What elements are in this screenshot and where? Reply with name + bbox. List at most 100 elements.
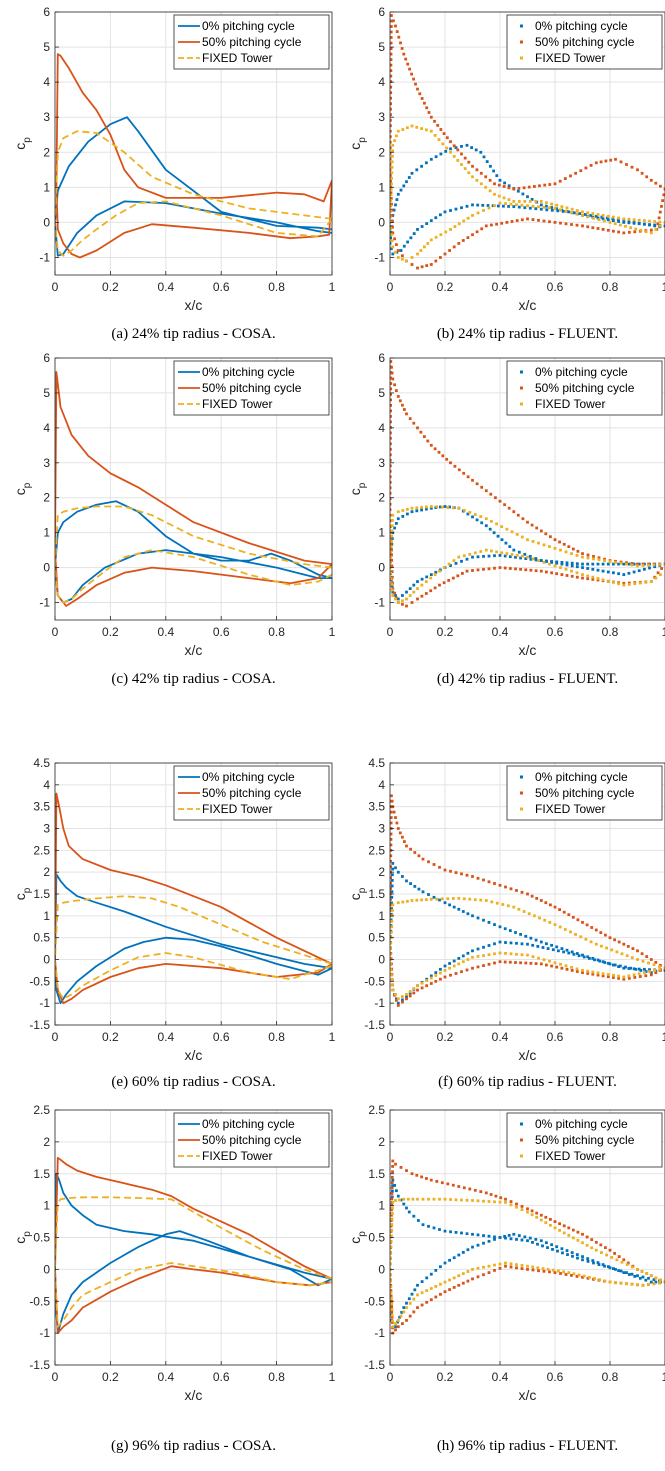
data-point [390, 907, 393, 910]
data-point [449, 228, 452, 231]
y-tick-label: 4 [43, 421, 50, 435]
data-point [434, 1269, 438, 1272]
y-tick-label: 2.5 [33, 843, 50, 857]
data-point [551, 948, 555, 952]
legend-label: 0% pitching cycle [202, 365, 295, 379]
data-point [482, 1241, 485, 1245]
data-point [617, 572, 620, 576]
data-point [392, 19, 395, 23]
data-point [390, 1313, 394, 1317]
data-point [550, 964, 553, 968]
data-point [608, 560, 612, 563]
data-point [514, 931, 517, 934]
data-point [596, 577, 600, 580]
data-point [591, 1259, 595, 1262]
data-point [585, 1235, 589, 1239]
x-tick-label: 0.8 [602, 625, 619, 639]
data-point [425, 161, 428, 165]
data-point [390, 564, 394, 568]
y-tick-label: 5 [378, 386, 385, 400]
data-point [390, 453, 392, 457]
data-point [482, 918, 485, 922]
data-point [390, 941, 393, 945]
data-point [407, 1210, 411, 1214]
data-point [565, 967, 569, 971]
data-point [443, 868, 447, 872]
data-point [608, 221, 612, 224]
y-axis-label: cp [12, 137, 33, 150]
data-point [512, 510, 516, 514]
data-point [622, 966, 626, 970]
data-point [565, 574, 569, 577]
data-point [460, 1198, 463, 1202]
data-point [406, 1197, 410, 1201]
data-point [476, 947, 480, 951]
data-point [515, 952, 518, 956]
data-point [391, 513, 395, 517]
data-point [581, 969, 584, 972]
data-point [520, 1264, 524, 1267]
data-point [527, 912, 531, 916]
data-point [509, 1265, 513, 1269]
data-point [588, 957, 591, 960]
data-point [648, 970, 651, 973]
data-point [412, 77, 415, 81]
data-point [627, 562, 631, 566]
data-point [390, 529, 394, 533]
data-point [401, 594, 404, 597]
data-point [510, 553, 514, 556]
data-point [482, 1265, 485, 1269]
data-point [660, 205, 663, 208]
data-point [421, 1223, 425, 1227]
data-point [390, 887, 392, 890]
panel-caption: (b) 24% tip radius - FLUENT. [437, 326, 618, 342]
data-point [439, 505, 442, 509]
data-point [526, 555, 529, 559]
data-point [594, 928, 598, 932]
data-point [504, 1197, 507, 1201]
data-point [391, 1170, 394, 1174]
data-point [630, 165, 634, 169]
data-point [442, 132, 446, 135]
data-point [408, 990, 412, 993]
data-point [426, 242, 430, 245]
y-tick-label: 4 [378, 778, 385, 792]
data-point [524, 934, 528, 938]
data-point [448, 249, 451, 252]
data-point [545, 1241, 548, 1245]
data-point [638, 581, 642, 585]
y-tick-label: -0.5 [364, 1294, 385, 1308]
data-point [654, 228, 658, 231]
data-point [406, 240, 409, 244]
data-point [546, 1246, 549, 1249]
data-point [575, 571, 579, 575]
data-point [405, 997, 408, 1001]
data-point [658, 965, 661, 968]
data-point [393, 139, 396, 142]
data-point [531, 204, 535, 208]
data-point [390, 191, 393, 195]
data-point [390, 561, 392, 564]
data-point [601, 972, 605, 976]
data-point [448, 505, 451, 509]
data-point [471, 955, 474, 959]
data-point [390, 193, 393, 197]
legend-marker-fixed [520, 807, 523, 811]
data-point [416, 252, 419, 256]
data-point [439, 971, 442, 975]
data-point [484, 1191, 488, 1195]
data-point [398, 1198, 401, 1202]
legend-marker-fifty [520, 40, 523, 44]
data-point [594, 161, 598, 165]
data-point [390, 215, 392, 219]
data-point [474, 148, 478, 152]
data-point [401, 403, 404, 407]
x-axis-label: x/c [519, 1387, 537, 1403]
data-point [391, 245, 395, 249]
data-point [622, 573, 626, 576]
data-point [632, 967, 636, 971]
data-point [390, 930, 393, 934]
data-point [606, 961, 610, 965]
legend-label: 0% pitching cycle [535, 365, 628, 379]
data-point [663, 221, 665, 224]
